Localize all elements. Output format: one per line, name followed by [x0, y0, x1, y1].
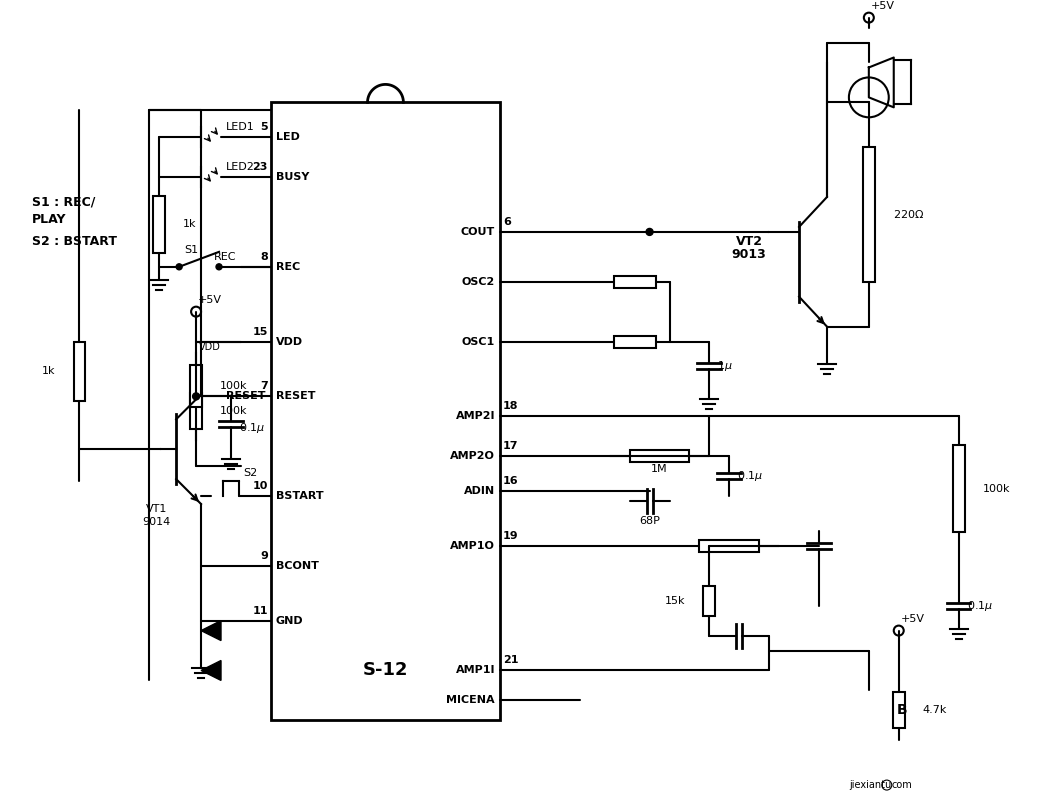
Text: 4.7k: 4.7k — [922, 705, 947, 716]
Text: VDD: VDD — [199, 341, 221, 352]
Text: ADIN: ADIN — [464, 486, 495, 496]
Text: 0.1$\mu$: 0.1$\mu$ — [239, 421, 266, 436]
Text: S1: S1 — [184, 245, 198, 255]
Text: S-12: S-12 — [363, 662, 408, 679]
Text: +5V: +5V — [871, 1, 895, 10]
Text: AMP2O: AMP2O — [450, 451, 495, 461]
Text: 220$\Omega$: 220$\Omega$ — [893, 208, 924, 221]
Text: PLAY: PLAY — [31, 213, 66, 226]
Text: 6: 6 — [503, 217, 511, 227]
Polygon shape — [201, 621, 221, 641]
Bar — [863, 147, 875, 282]
Text: 5: 5 — [260, 122, 268, 132]
Circle shape — [646, 229, 653, 235]
Text: VT2: VT2 — [736, 235, 763, 249]
Text: 68P: 68P — [639, 516, 660, 526]
Text: 17: 17 — [503, 441, 519, 452]
Text: VT1: VT1 — [146, 504, 167, 514]
Text: RESET: RESET — [226, 391, 266, 402]
Bar — [153, 196, 166, 253]
Text: 8: 8 — [260, 252, 268, 262]
Text: 100k: 100k — [220, 407, 248, 416]
Text: 100k: 100k — [983, 484, 1010, 493]
Text: 16: 16 — [503, 476, 519, 486]
Text: 1M: 1M — [651, 464, 668, 474]
Text: COUT: COUT — [461, 227, 495, 237]
Text: 10: 10 — [252, 481, 268, 491]
Polygon shape — [201, 660, 221, 680]
Text: S1 : REC/: S1 : REC/ — [31, 196, 95, 208]
Bar — [893, 692, 904, 729]
Text: 1k: 1k — [183, 220, 197, 229]
Bar — [699, 540, 760, 552]
Bar — [190, 394, 202, 429]
Text: AMP2I: AMP2I — [455, 411, 495, 421]
Text: LED: LED — [276, 132, 300, 142]
Bar — [614, 336, 655, 348]
Bar — [271, 102, 500, 720]
Text: S2 : BSTART: S2 : BSTART — [31, 235, 117, 249]
Text: 15k: 15k — [665, 596, 686, 605]
Text: S2: S2 — [243, 469, 257, 478]
Text: 21: 21 — [503, 655, 519, 666]
Text: VDD: VDD — [276, 336, 303, 347]
Bar — [614, 276, 655, 287]
Text: 11: 11 — [252, 605, 268, 616]
Bar — [703, 586, 716, 616]
Text: 9: 9 — [259, 551, 268, 561]
Text: LED1: LED1 — [226, 122, 254, 132]
Text: jiexiantu: jiexiantu — [849, 780, 891, 790]
Text: OSC1: OSC1 — [462, 336, 495, 347]
Text: 0.1$\mu$: 0.1$\mu$ — [967, 599, 993, 613]
Text: REC: REC — [276, 262, 300, 272]
Text: 19: 19 — [503, 531, 519, 541]
Text: REC: REC — [214, 252, 235, 262]
Text: +5V: +5V — [900, 613, 924, 624]
Text: AMP1I: AMP1I — [455, 666, 495, 675]
Text: MICENA: MICENA — [446, 696, 495, 705]
Text: LED2: LED2 — [226, 162, 255, 172]
Text: com: com — [892, 780, 913, 790]
Circle shape — [193, 393, 200, 400]
Text: 23: 23 — [252, 162, 268, 172]
Text: GND: GND — [276, 616, 303, 625]
Text: B: B — [897, 704, 908, 717]
Text: AMP1O: AMP1O — [450, 541, 495, 551]
Text: 9014: 9014 — [142, 517, 170, 527]
Text: BSTART: BSTART — [276, 491, 323, 501]
Text: RESET: RESET — [276, 391, 316, 402]
Bar — [952, 445, 965, 532]
Text: 7: 7 — [260, 382, 268, 391]
Text: 18: 18 — [503, 402, 519, 411]
Text: 1$\mu$: 1$\mu$ — [717, 360, 733, 374]
Circle shape — [176, 264, 182, 270]
Text: +5V: +5V — [198, 295, 222, 305]
Text: 15: 15 — [252, 327, 268, 336]
Text: 9013: 9013 — [731, 249, 767, 262]
Bar — [74, 341, 85, 402]
Text: 100k: 100k — [220, 382, 248, 391]
Bar — [629, 450, 690, 462]
Text: BUSY: BUSY — [276, 172, 309, 182]
Text: OSC2: OSC2 — [462, 277, 495, 287]
Text: BCONT: BCONT — [276, 561, 319, 571]
Bar — [190, 365, 202, 407]
Circle shape — [216, 264, 222, 270]
Text: 0.1$\mu$: 0.1$\mu$ — [738, 469, 764, 483]
Text: 1k: 1k — [42, 366, 55, 377]
